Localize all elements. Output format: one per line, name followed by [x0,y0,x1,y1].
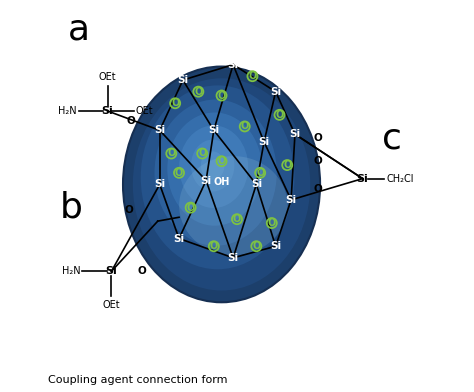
Text: Si: Si [228,253,239,263]
Text: O: O [252,241,260,251]
Text: Si: Si [258,137,270,147]
Ellipse shape [201,151,225,180]
Text: Si: Si [177,75,189,85]
Text: Si: Si [270,241,281,251]
Text: O: O [268,218,276,228]
Ellipse shape [179,125,248,208]
Text: O: O [198,149,206,158]
Text: O: O [283,160,292,170]
Text: OEt: OEt [102,300,120,310]
Text: O: O [233,214,241,224]
Text: OH: OH [221,36,237,46]
Text: Si: Si [154,125,165,135]
Text: O: O [127,116,135,126]
Text: O: O [218,156,226,166]
Text: O: O [124,205,133,214]
Ellipse shape [123,67,320,302]
Text: Si: Si [101,106,113,116]
Text: CH₂Cl: CH₂Cl [387,174,414,183]
Text: Si: Si [106,266,117,276]
Text: O: O [256,168,264,178]
Text: Si: Si [154,180,165,189]
Text: O: O [248,71,256,81]
Ellipse shape [155,100,277,246]
Text: O: O [314,184,322,194]
Text: Si: Si [290,129,301,139]
Text: a: a [68,13,90,47]
Ellipse shape [191,140,234,191]
Text: Coupling agent connection form: Coupling agent connection form [48,376,227,385]
Text: b: b [59,191,82,225]
Ellipse shape [179,156,288,255]
Ellipse shape [141,85,294,269]
Text: Si: Si [357,174,368,183]
Text: Si: Si [201,176,212,185]
Text: O: O [275,110,283,120]
Text: O: O [138,266,146,276]
Text: O: O [210,241,218,251]
Text: O: O [314,133,322,143]
Text: OEt: OEt [99,72,116,82]
Text: O: O [194,87,202,97]
Text: O: O [167,149,175,158]
Text: Si: Si [251,180,262,189]
Text: Si: Si [270,87,281,97]
Ellipse shape [133,78,310,290]
Text: O: O [186,203,195,212]
Text: Si: Si [228,60,239,70]
Text: O: O [175,168,183,178]
Text: O: O [218,91,226,100]
Text: OEt: OEt [136,106,153,116]
Text: O: O [171,98,179,108]
Text: H₂N: H₂N [58,106,76,116]
Text: Si: Si [285,195,297,205]
Text: Si: Si [208,125,219,135]
Text: c: c [382,121,401,155]
Ellipse shape [167,113,262,226]
Text: O: O [241,122,249,131]
Text: O: O [314,156,322,166]
Text: Si: Si [173,234,184,243]
Text: H₂N: H₂N [62,266,80,276]
Text: OH: OH [213,178,230,187]
